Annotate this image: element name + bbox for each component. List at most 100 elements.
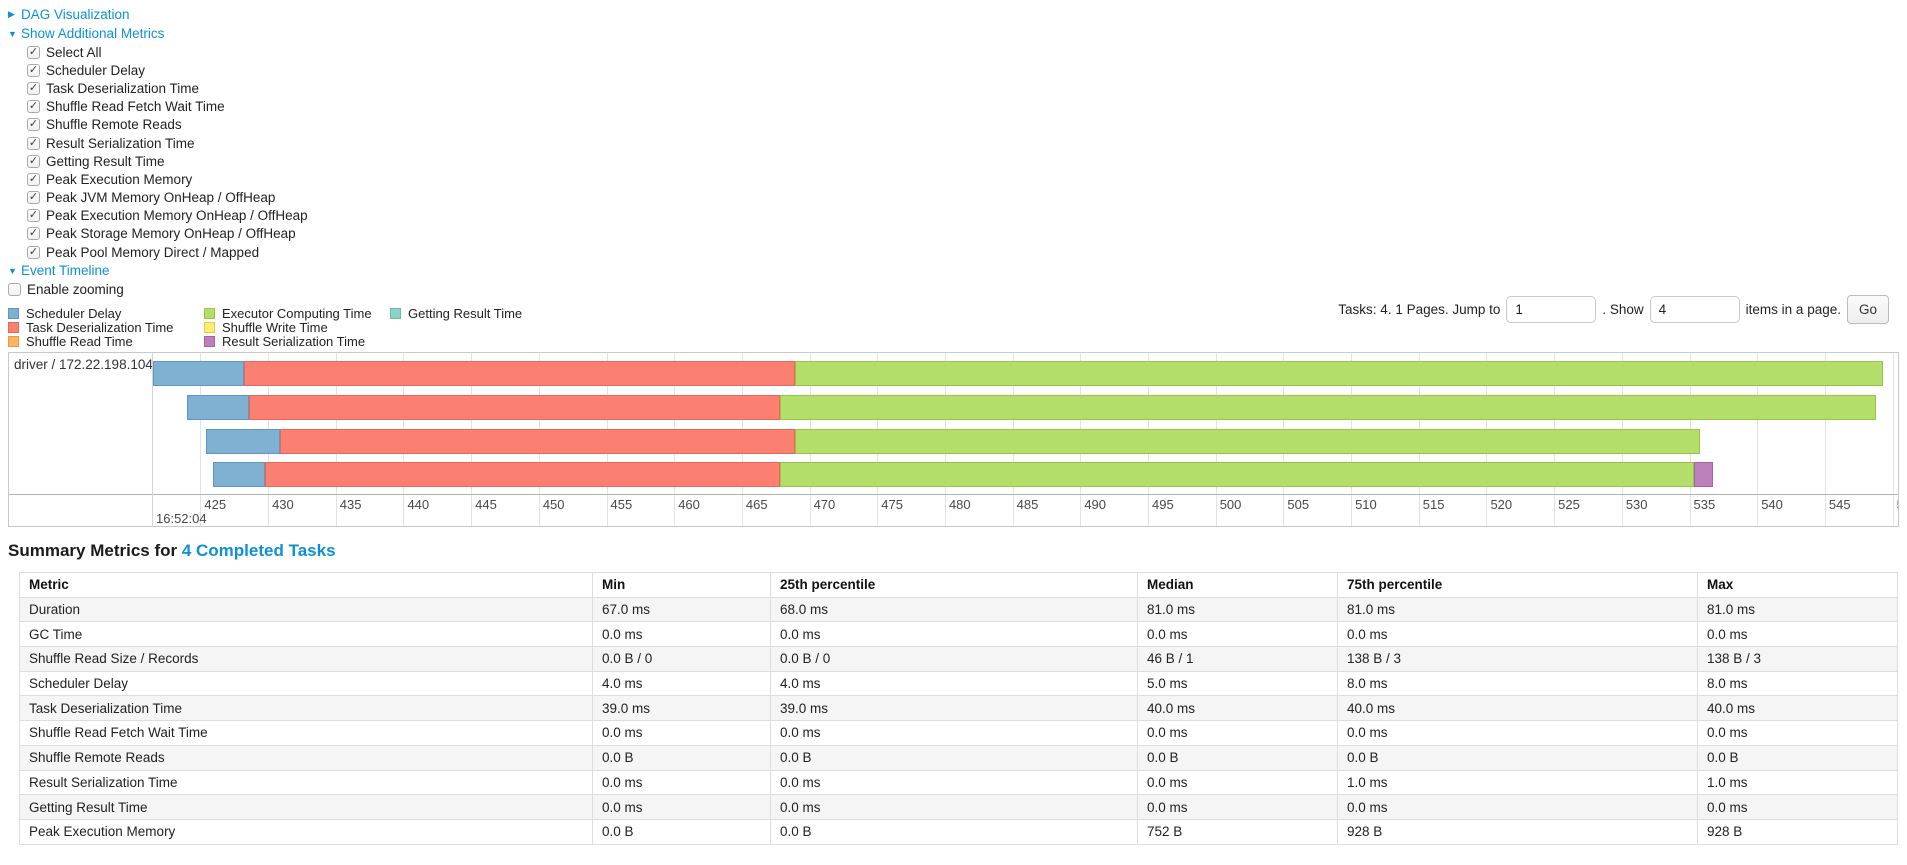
- table-row: Result Serialization Time 0.0 ms 0.0 ms 0.0…: [19, 769, 1898, 796]
- table-row: Duration 67.0 ms 68.0 ms 81.0 ms 81.0 ms 81.0…: [19, 596, 1898, 623]
- metric-value-cell: 8.0 ms: [1337, 670, 1698, 697]
- metric-checkbox-label: Peak JVM Memory OnHeap / OffHeap: [46, 190, 276, 206]
- metric-value-cell: 0.0 ms: [1137, 720, 1338, 746]
- axis-tick-label: 490: [1084, 497, 1107, 512]
- metric-value-cell: 40.0 ms: [1697, 695, 1898, 722]
- metric-checkbox[interactable]: ✓: [27, 100, 40, 114]
- metric-value-cell: 138 B / 3: [1337, 646, 1698, 672]
- event-timeline-chart[interactable]: driver / 172.22.198.104 16:52:04 425 430 4…: [8, 352, 1899, 527]
- column-header: 25th percentile: [770, 572, 1138, 598]
- expanded-arrow-icon: ▼: [8, 265, 17, 276]
- timeline-group-column: driver / 172.22.198.104: [9, 353, 153, 526]
- metric-value-cell: 0.0 ms: [770, 720, 1138, 746]
- metric-checkbox[interactable]: ✓: [27, 63, 40, 77]
- axis-tick-label: 435: [339, 497, 362, 512]
- metric-value-cell: 0.0 B: [770, 744, 1138, 771]
- metric-checkbox[interactable]: ✓: [27, 45, 40, 59]
- executor-group-label: driver / 172.22.198.104: [14, 357, 152, 372]
- legend-item: Result Serialization Time: [204, 334, 372, 349]
- axis-tick-label: 495: [1152, 497, 1174, 512]
- axis-tick-label: 470: [813, 497, 836, 512]
- axis-tick-label: 455: [610, 497, 633, 512]
- metric-checkbox[interactable]: ✓: [27, 172, 40, 186]
- legend-item-label: Getting Result Time: [408, 305, 523, 321]
- metric-name-cell: Result Serialization Time: [19, 769, 593, 796]
- page-size-input[interactable]: [1649, 295, 1740, 323]
- metric-checkbox-row: ✓ Peak JVM Memory OnHeap / OffHeap: [27, 189, 308, 207]
- metric-name-cell: Shuffle Read Size / Records: [19, 646, 593, 672]
- metric-value-cell: 81.0 ms: [1137, 596, 1338, 623]
- summary-metrics-heading: Summary Metrics for 4 Completed Tasks: [8, 541, 336, 561]
- dag-visualization-toggle[interactable]: ▶ DAG Visualization: [8, 5, 308, 24]
- metric-checkbox-label: Getting Result Time: [46, 153, 165, 169]
- metric-value-cell: 0.0 ms: [1337, 621, 1698, 648]
- metric-value-cell: 0.0 ms: [592, 621, 771, 648]
- completed-tasks-link[interactable]: 4 Completed Tasks: [181, 541, 336, 560]
- metric-value-cell: 39.0 ms: [770, 695, 1138, 722]
- axis-tick-label: 460: [678, 497, 700, 512]
- legend-color-swatch: [8, 336, 19, 348]
- enable-zooming-checkbox[interactable]: [8, 282, 21, 296]
- metric-checkbox[interactable]: ✓: [27, 154, 40, 168]
- timeline-bar-segment-scheduler-delay[interactable]: [186, 395, 250, 420]
- timeline-bar-segment-executor-computing[interactable]: [779, 395, 1877, 420]
- metric-checkbox[interactable]: ✓: [27, 191, 40, 205]
- event-timeline-label: Event Timeline: [21, 263, 110, 279]
- legend-item-label: Shuffle Write Time: [222, 320, 328, 336]
- metric-name-cell: Getting Result Time: [19, 794, 593, 820]
- metric-checkbox[interactable]: ✓: [27, 118, 40, 132]
- metric-name-cell: Shuffle Remote Reads: [19, 744, 593, 771]
- metric-checkbox-label: Select All: [46, 44, 102, 60]
- summary-metrics-table: Metric Min 25th percentile Median 75th perce…: [19, 572, 1898, 845]
- metric-value-cell: 0.0 ms: [770, 794, 1138, 820]
- axis-tick-label: 550: [1897, 497, 1898, 512]
- metric-value-cell: 0.0 B: [770, 818, 1138, 845]
- metric-checkbox[interactable]: ✓: [27, 245, 40, 259]
- show-additional-metrics-toggle[interactable]: ▼ Show Additional Metrics: [8, 24, 308, 43]
- metric-value-cell: 0.0 ms: [770, 769, 1138, 796]
- legend-color-swatch: [204, 336, 215, 348]
- show-text: . Show: [1602, 301, 1644, 317]
- axis-tick-label: 500: [1219, 497, 1242, 512]
- event-timeline-toggle[interactable]: ▼ Event Timeline: [8, 261, 308, 280]
- metric-value-cell: 752 B: [1137, 818, 1338, 845]
- metric-checkbox[interactable]: ✓: [27, 81, 40, 95]
- axis-tick-label: 485: [1016, 497, 1039, 512]
- timeline-bar-segment-task-deserialization[interactable]: [265, 462, 780, 487]
- timeline-bar-segment-executor-computing[interactable]: [779, 462, 1694, 487]
- timeline-bar-segment-task-deserialization[interactable]: [280, 429, 795, 454]
- metric-value-cell: 0.0 ms: [770, 621, 1138, 648]
- metric-value-cell: 0.0 ms: [592, 769, 771, 796]
- timeline-bar-segment-scheduler-delay[interactable]: [205, 429, 281, 454]
- page-jump-input[interactable]: [1506, 295, 1597, 323]
- metric-value-cell: 0.0 ms: [1137, 621, 1338, 648]
- metric-checkbox-row: ✓ Peak Pool Memory Direct / Mapped: [27, 243, 308, 261]
- time-axis-line: [9, 494, 1898, 495]
- legend-color-swatch: [8, 307, 19, 319]
- metric-value-cell: 8.0 ms: [1697, 670, 1898, 697]
- timeline-bar-segment-executor-computing[interactable]: [794, 429, 1701, 454]
- metric-value-cell: 5.0 ms: [1137, 670, 1338, 697]
- axis-tick-label: 525: [1558, 497, 1580, 512]
- axis-tick-label: 425: [204, 497, 227, 512]
- timeline-bar-segment-result-serialization[interactable]: [1693, 462, 1713, 487]
- metric-checkbox[interactable]: ✓: [27, 209, 40, 223]
- table-row: Task Deserialization Time 39.0 ms 39.0 ms 4…: [19, 695, 1898, 722]
- timeline-bar-segment-task-deserialization[interactable]: [243, 361, 795, 386]
- metric-checkbox[interactable]: ✓: [27, 136, 40, 150]
- timeline-bar-segment-scheduler-delay[interactable]: [153, 361, 244, 386]
- metric-value-cell: 0.0 ms: [592, 794, 771, 820]
- go-button[interactable]: Go: [1846, 294, 1889, 324]
- axis-tick-label: 530: [1625, 497, 1648, 512]
- timeline-bar-segment-executor-computing[interactable]: [794, 361, 1884, 386]
- metric-checkbox-label: Shuffle Read Fetch Wait Time: [46, 99, 225, 115]
- metric-value-cell: 4.0 ms: [770, 670, 1138, 697]
- timeline-bar-segment-scheduler-delay[interactable]: [212, 462, 266, 487]
- timeline-bar-segment-task-deserialization[interactable]: [249, 395, 780, 420]
- summary-heading-text: Summary Metrics for: [8, 541, 182, 560]
- metric-value-cell: 0.0 ms: [1697, 720, 1898, 746]
- metric-checkbox[interactable]: ✓: [27, 227, 40, 241]
- metric-checkbox-row: ✓ Result Serialization Time: [27, 134, 308, 152]
- metric-value-cell: 0.0 B: [1337, 744, 1698, 771]
- axis-tick-label: 450: [542, 497, 565, 512]
